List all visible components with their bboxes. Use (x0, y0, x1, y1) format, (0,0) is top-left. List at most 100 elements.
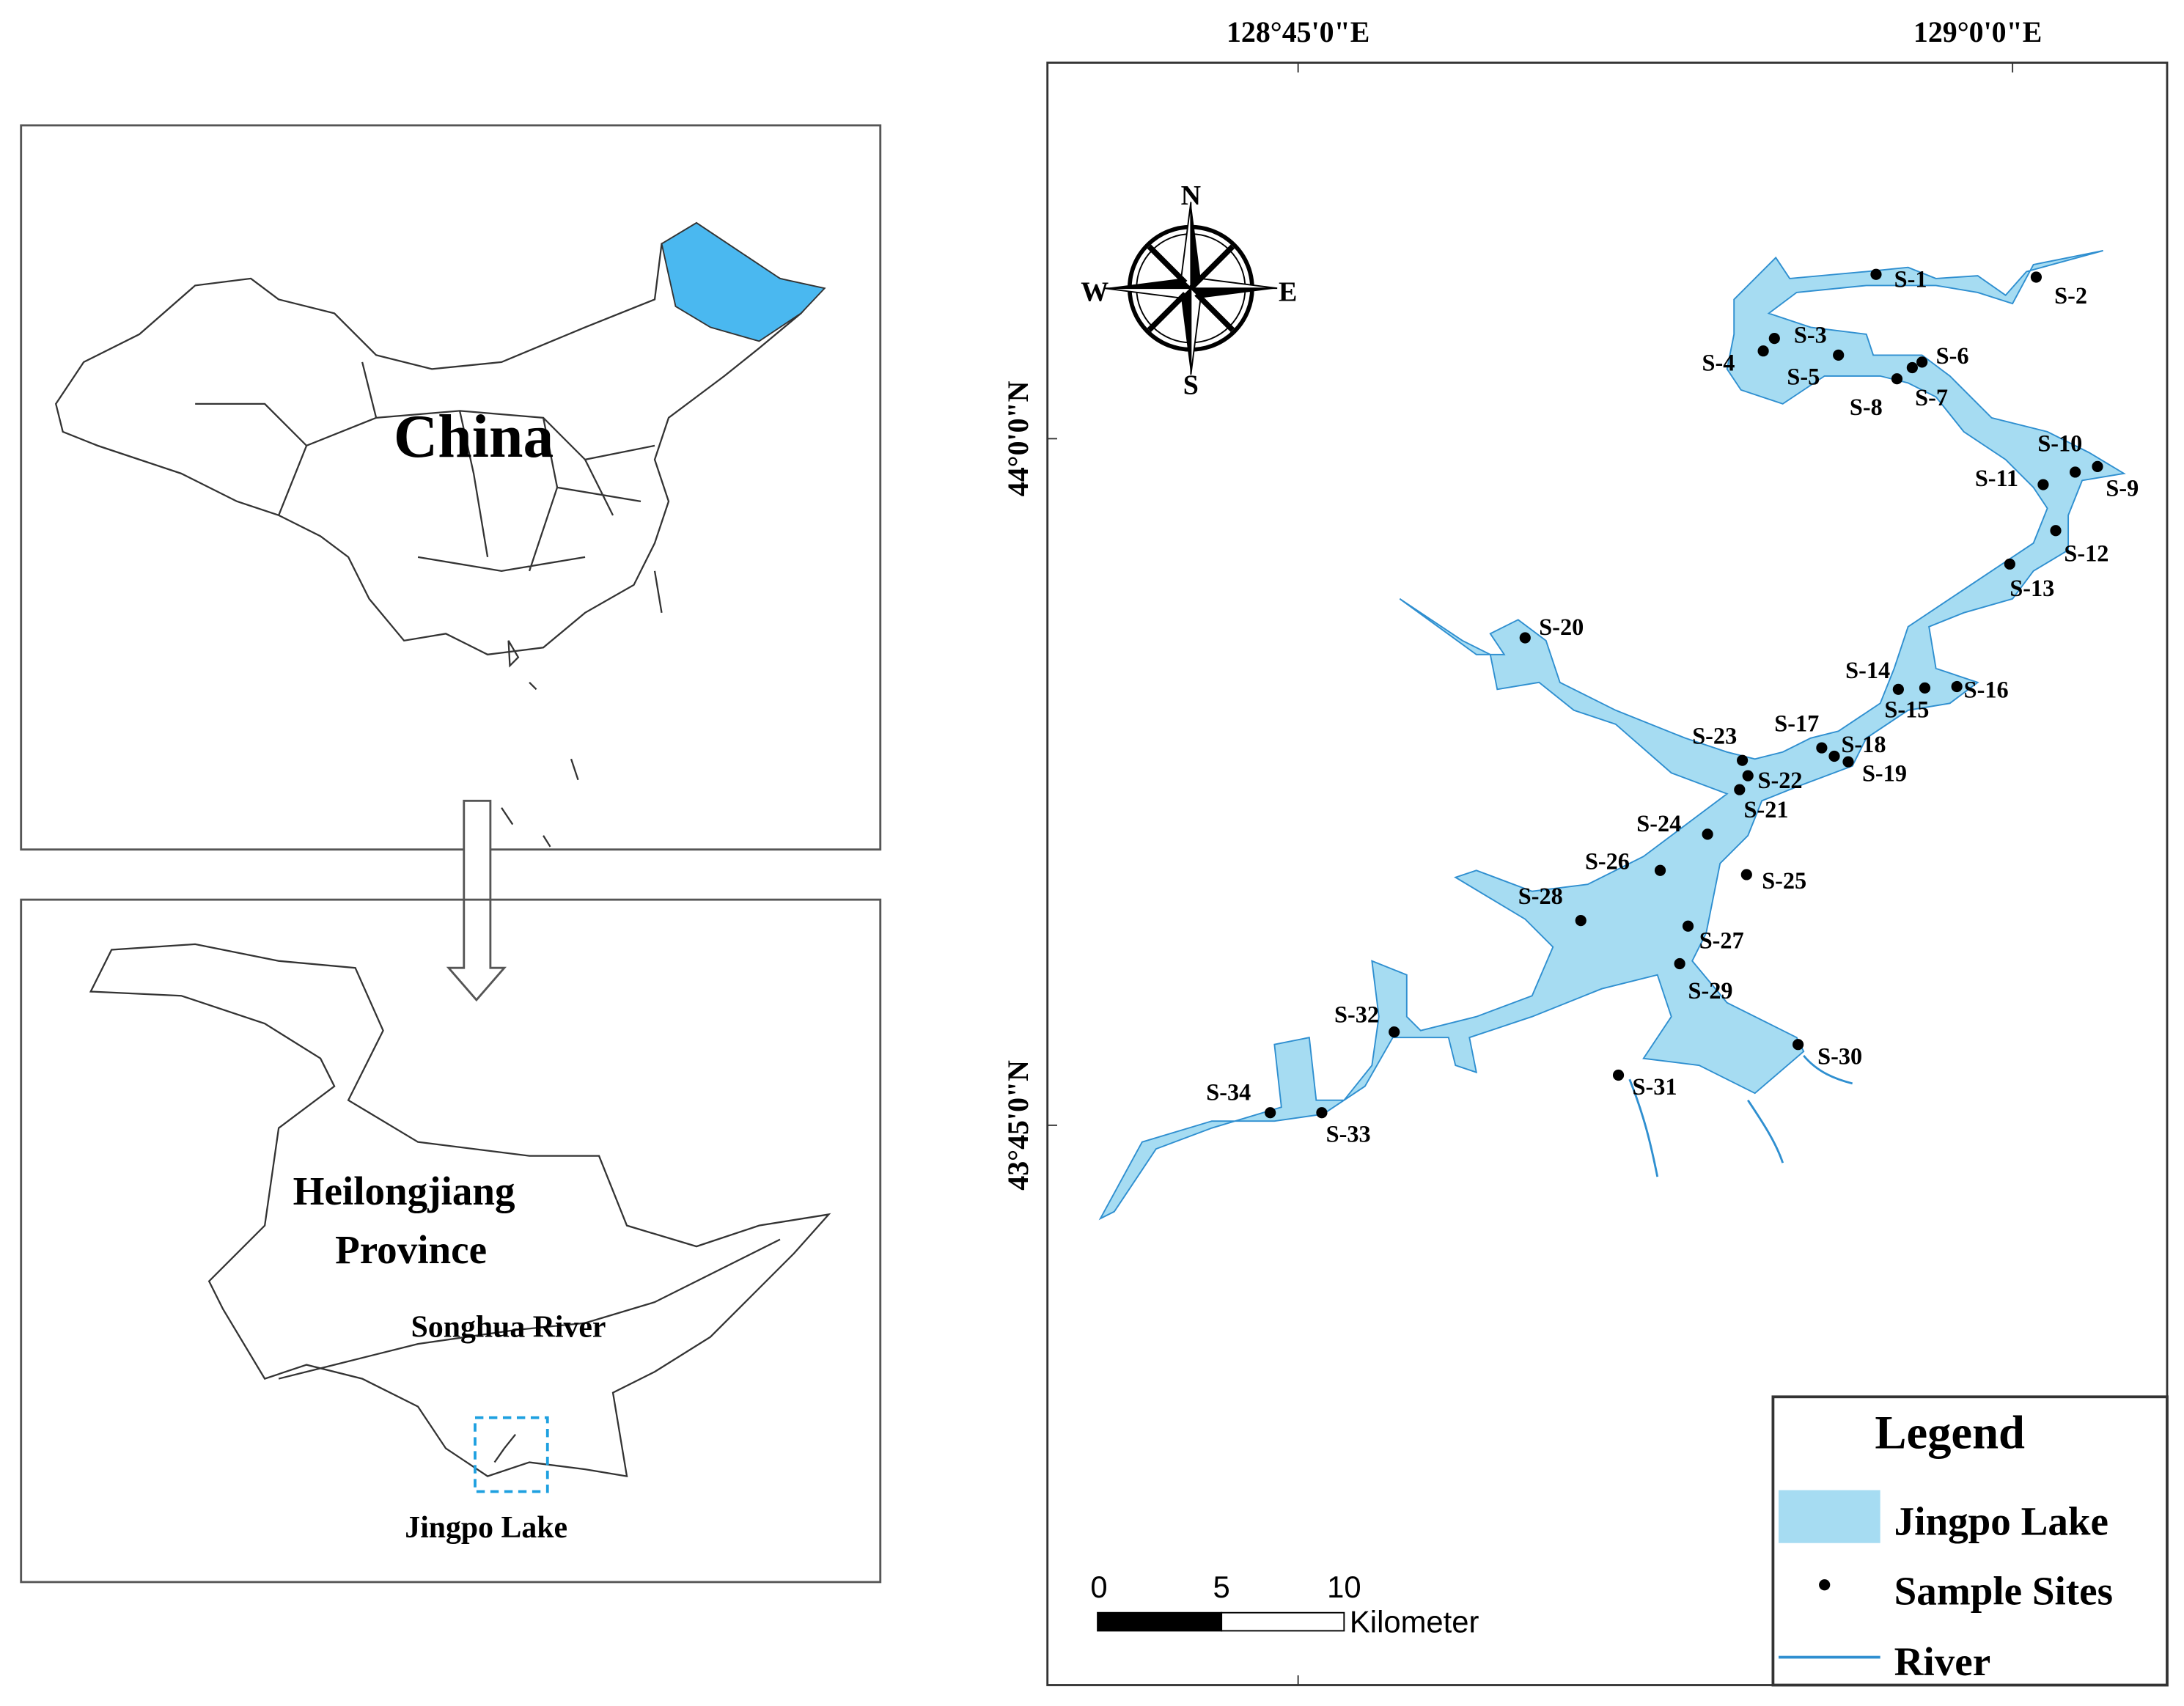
site-label: S-4 (1702, 349, 1735, 375)
sample-site (1828, 750, 1840, 762)
legend-swatch (1778, 1490, 1880, 1543)
sample-site (1768, 333, 1780, 345)
legend-title: Legend (1875, 1406, 2025, 1459)
site-label: S-10 (2037, 430, 2082, 456)
site-label: S-9 (2106, 474, 2139, 501)
province-label: Heilongjiang (293, 1169, 515, 1213)
sample-site (2037, 479, 2049, 490)
sample-site (1612, 1069, 1625, 1081)
china-inset-frame (20, 124, 882, 851)
sample-site (2050, 525, 2062, 537)
sample-site (1702, 828, 1713, 840)
river (1628, 1054, 1853, 1177)
map-frame (1046, 62, 2169, 1686)
site-label: S-3 (1794, 321, 1827, 348)
songhua-river (278, 1238, 781, 1380)
legend-item: Jingpo Lake (1894, 1499, 2108, 1543)
sample-site (1316, 1107, 1328, 1119)
sample-site (1674, 957, 1685, 970)
sample-site (1870, 268, 1882, 280)
site-label: S-32 (1334, 1001, 1379, 1027)
sample-site (2092, 460, 2103, 472)
scale-segment (1097, 1611, 1223, 1632)
sample-site (1833, 349, 1845, 361)
sample-site (2070, 466, 2081, 478)
site-label: S-8 (1850, 394, 1883, 420)
site-label: S-11 (1975, 465, 2018, 491)
scale-tick: 0 (1090, 1570, 1107, 1604)
sample-site (1734, 784, 1746, 795)
sample-site (1265, 1107, 1276, 1119)
latitude-label: 43°45'0"N (1001, 1060, 1034, 1191)
site-label: S-13 (2010, 575, 2054, 601)
site-label: S-15 (1884, 696, 1929, 722)
longitude-label: 129°0'0"E (1913, 15, 2042, 48)
sample-site (1891, 373, 1903, 385)
province-inset-frame (20, 898, 882, 1584)
sample-site (1906, 361, 1918, 374)
sample-site (1682, 920, 1694, 932)
lake-locator (474, 1416, 549, 1493)
site-label: S-16 (1964, 677, 2009, 703)
sample-site (1916, 356, 1928, 368)
legend-item: River (1894, 1639, 1991, 1684)
sample-site (1919, 682, 1931, 694)
compass (1104, 202, 1278, 375)
sample-site (1892, 683, 1904, 695)
province-outline (89, 943, 831, 1477)
site-label: S-6 (1936, 342, 1969, 369)
site-label: S-27 (1699, 927, 1744, 954)
compass-n: N (1181, 180, 1201, 211)
site-label: S-23 (1692, 722, 1737, 749)
site-label: S-7 (1915, 384, 1948, 411)
site-label: S-5 (1787, 363, 1820, 389)
site-label: S-26 (1585, 848, 1630, 874)
sample-site (1742, 770, 1754, 782)
river-label: Songhua River (411, 1311, 606, 1345)
sample-site (2004, 558, 2015, 570)
site-label: S-17 (1774, 710, 1819, 736)
site-label: S-20 (1539, 614, 1584, 640)
china-provinces (195, 361, 655, 572)
compass-s: S (1183, 370, 1199, 401)
sample-site (1389, 1026, 1400, 1038)
heilongjiang-highlight (661, 221, 826, 342)
sample-site (2030, 271, 2043, 283)
sample-site (1792, 1039, 1804, 1051)
scale-tick: 10 (1327, 1570, 1361, 1604)
compass-e: E (1279, 276, 1297, 307)
site-label: S-1 (1894, 265, 1927, 292)
site-label: S-18 (1841, 731, 1886, 757)
china-outline (54, 229, 824, 655)
legend-dot (1819, 1579, 1831, 1591)
site-label: S-2 (2054, 282, 2087, 309)
scale-segment (1221, 1611, 1345, 1632)
site-label: S-31 (1633, 1073, 1677, 1100)
lake-label: Jingpo Lake (405, 1511, 567, 1545)
sample-sites: S-1 S-2 S-3 S-4 S-5 S-6 S-7 S-8 S-9 S-10 S-11 S-12 S… (1206, 265, 2139, 1147)
site-label: S-21 (1744, 796, 1789, 823)
sample-site (1737, 754, 1749, 766)
scale-unit: Kilometer (1350, 1604, 1479, 1639)
china-label: China (394, 403, 554, 471)
site-label: S-24 (1636, 810, 1681, 837)
site-label: S-19 (1862, 760, 1907, 787)
sample-site (1519, 632, 1531, 644)
sample-site (1757, 345, 1769, 357)
province-label: Province (335, 1227, 487, 1272)
longitude-label: 128°45'0"E (1227, 15, 1369, 48)
scale-tick: 5 (1213, 1570, 1230, 1604)
sample-site (1951, 680, 1963, 693)
jingpo-lake-small (493, 1433, 516, 1463)
site-label: S-29 (1688, 977, 1733, 1004)
site-label: S-33 (1326, 1121, 1371, 1147)
latitude-label: 44°0'0"N (1001, 380, 1034, 496)
sample-site (1575, 915, 1586, 927)
legend-item: Sample Sites (1894, 1568, 2113, 1613)
site-label: S-25 (1762, 867, 1806, 894)
sample-site (1842, 756, 1854, 768)
sample-site (1740, 869, 1752, 880)
site-label: S-12 (2064, 540, 2108, 567)
